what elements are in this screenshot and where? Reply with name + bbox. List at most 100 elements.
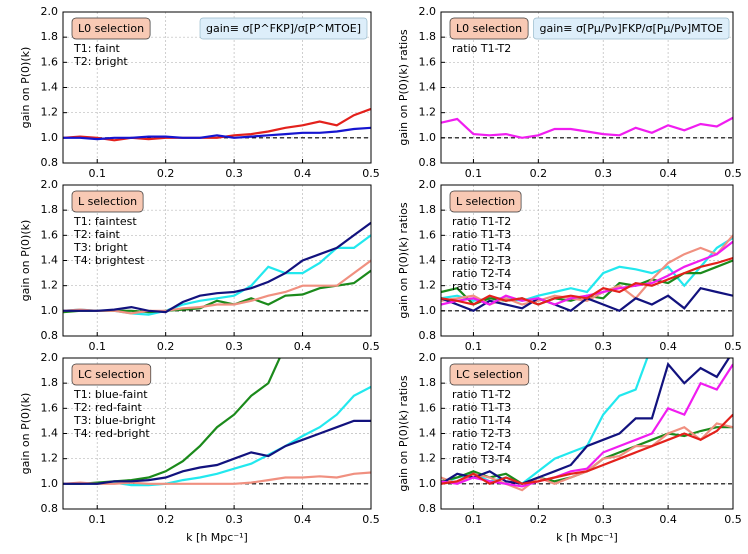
- x-tick-label: 0.1: [465, 340, 483, 353]
- x-tick-label: 0.2: [530, 340, 548, 353]
- y-tick-label: 1.0: [41, 477, 59, 490]
- y-tick-label: 1.0: [41, 304, 59, 317]
- y-axis-label: gain on P(0)(k) ratios: [397, 375, 410, 491]
- x-tick-label: 0.2: [157, 340, 175, 353]
- y-tick-label: 1.2: [41, 279, 59, 292]
- legend-entry: T2: faint: [73, 228, 121, 241]
- y-tick-label: 1.8: [41, 376, 59, 389]
- panel-label: LC selection: [456, 368, 523, 381]
- x-tick-label: 0.2: [157, 513, 175, 526]
- legend-entry: ratio T3-T4: [452, 453, 511, 466]
- y-tick-label: 1.0: [419, 131, 437, 144]
- y-tick-label: 2.0: [41, 351, 59, 364]
- legend-entry: T4: brightest: [73, 254, 145, 267]
- legend-entry: T2: red-faint: [73, 401, 143, 414]
- y-tick-label: 1.2: [419, 279, 437, 292]
- series-line: [63, 471, 371, 485]
- formula: gain≡ σ[P^FKP]/σ[P^MTOE]: [206, 22, 361, 35]
- y-tick-label: 1.0: [419, 477, 437, 490]
- x-tick-label: 0.3: [225, 340, 243, 353]
- y-tick-label: 1.0: [419, 304, 437, 317]
- series-line: [63, 259, 371, 315]
- y-tick-label: 1.6: [419, 228, 437, 241]
- series-line: [63, 269, 371, 314]
- legend-entry: ratio T1-T3: [452, 228, 511, 241]
- series-line: [63, 419, 371, 485]
- y-axis-label: gain on P(0)(k): [19, 47, 32, 129]
- series-line: [441, 240, 733, 306]
- x-tick-label: 0.3: [594, 513, 612, 526]
- y-tick-label: 1.4: [41, 254, 59, 267]
- legend-entry: ratio T2-T3: [452, 427, 511, 440]
- x-tick-label: 0.4: [659, 513, 677, 526]
- y-axis-label: gain on P(0)(k): [19, 393, 32, 475]
- y-tick-label: 1.8: [41, 203, 59, 216]
- legend-entry: ratio T3-T4: [452, 280, 511, 293]
- x-tick-label: 0.1: [88, 167, 106, 180]
- plot-frame: [62, 184, 372, 337]
- panel-label: L selection: [456, 195, 515, 208]
- legend-entry: T3: bright: [73, 241, 128, 254]
- x-tick-label: 0.5: [724, 167, 742, 180]
- x-tick-label: 0.2: [530, 167, 548, 180]
- x-tick-label: 0.4: [294, 513, 312, 526]
- y-tick-label: 1.4: [419, 254, 437, 267]
- y-tick-label: 1.2: [419, 106, 437, 119]
- y-tick-label: 1.6: [41, 401, 59, 414]
- x-axis-label: k [h Mpc⁻¹]: [186, 531, 248, 544]
- x-tick-label: 0.1: [465, 513, 483, 526]
- formula-box: [199, 17, 368, 40]
- legend-entry: T2: bright: [73, 55, 128, 68]
- x-tick-label: 0.1: [88, 340, 106, 353]
- plot-frame: [440, 357, 734, 510]
- legend-entry: ratio T1-T2: [452, 215, 511, 228]
- series-line: [63, 107, 371, 142]
- y-tick-label: 1.4: [419, 427, 437, 440]
- plot-frame: [440, 184, 734, 337]
- x-tick-label: 0.4: [294, 167, 312, 180]
- x-tick-label: 0.3: [225, 513, 243, 526]
- legend-entry: ratio T1-T3: [452, 401, 511, 414]
- panel-label-box: [449, 17, 529, 40]
- y-tick-label: 2.0: [419, 5, 437, 18]
- y-tick-label: 1.2: [419, 452, 437, 465]
- legend-entry: ratio T2-T4: [452, 267, 511, 280]
- x-tick-label: 0.5: [724, 513, 742, 526]
- legend-entry: ratio T2-T4: [452, 440, 511, 453]
- legend-entry: ratio T1-T2: [452, 388, 511, 401]
- x-tick-label: 0.5: [362, 340, 380, 353]
- y-tick-label: 0.8: [419, 502, 437, 515]
- formula-box: [533, 17, 730, 40]
- panel-label-box: [71, 17, 151, 40]
- y-tick-label: 0.8: [41, 502, 59, 515]
- series-line: [63, 126, 371, 141]
- legend-entry: T1: faintest: [73, 215, 137, 228]
- y-tick-label: 0.8: [419, 156, 437, 169]
- plot-frame: [440, 11, 734, 164]
- y-tick-label: 0.8: [41, 329, 59, 342]
- x-tick-label: 0.5: [362, 513, 380, 526]
- y-tick-label: 1.8: [419, 376, 437, 389]
- x-tick-label: 0.3: [225, 167, 243, 180]
- plot-frame: [62, 11, 372, 164]
- panel-label: L0 selection: [78, 22, 144, 35]
- x-tick-label: 0.1: [88, 513, 106, 526]
- legend-entry: T1: blue-faint: [73, 388, 148, 401]
- series-line: [441, 363, 733, 488]
- x-tick-label: 0.4: [659, 167, 677, 180]
- y-tick-label: 1.8: [419, 203, 437, 216]
- y-tick-label: 1.4: [419, 81, 437, 94]
- y-tick-label: 2.0: [419, 178, 437, 191]
- legend-entry: T1: faint: [73, 42, 121, 55]
- y-tick-label: 1.6: [419, 55, 437, 68]
- formula: gain≡ σ[Pμ/Pν]FKP/σ[Pμ/Pν]MTOE: [539, 22, 723, 35]
- plot-frame: [62, 357, 372, 510]
- series-line: [63, 385, 371, 487]
- legend-entry: T3: blue-bright: [73, 414, 156, 427]
- y-tick-label: 0.8: [41, 156, 59, 169]
- panel-label-box: [449, 190, 522, 213]
- y-tick-label: 0.8: [419, 329, 437, 342]
- panel-label-box: [71, 363, 152, 386]
